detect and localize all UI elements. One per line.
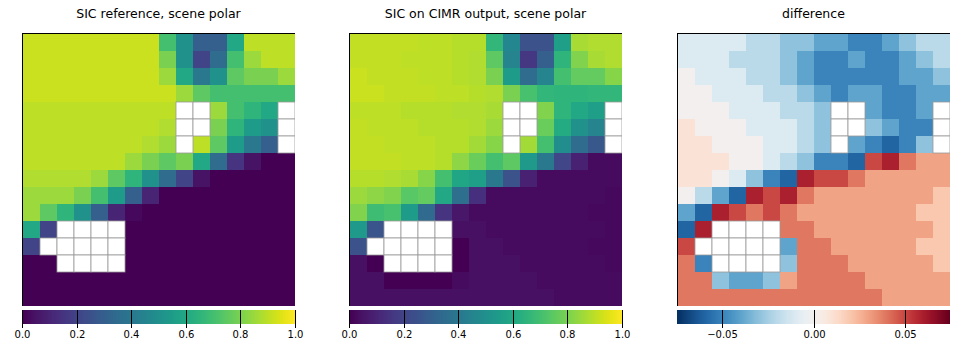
svg-text:0.05: 0.05 — [894, 329, 916, 340]
svg-text:0.0: 0.0 — [342, 329, 358, 340]
svg-text:1.0: 1.0 — [615, 329, 631, 340]
svg-text:0.00: 0.00 — [803, 329, 825, 340]
svg-text:0.8: 0.8 — [560, 329, 576, 340]
svg-text:0.2: 0.2 — [397, 329, 413, 340]
svg-text:0.4: 0.4 — [451, 329, 467, 340]
svg-text:0.6: 0.6 — [179, 329, 195, 340]
html-text:SIC reference, scene polar: SIC reference, scene polar — [76, 6, 241, 21]
svg-text:−0.05: −0.05 — [707, 329, 738, 340]
svg-text:1.0: 1.0 — [288, 329, 304, 340]
svg-text:0.8: 0.8 — [233, 329, 249, 340]
svg-text:0.4: 0.4 — [124, 329, 140, 340]
svg-text:0.6: 0.6 — [506, 329, 522, 340]
html-text:SIC on CIMR output, scene pola: SIC on CIMR output, scene polar — [384, 6, 587, 21]
svg-text:0.0: 0.0 — [15, 329, 31, 340]
svg-text:0.2: 0.2 — [70, 329, 86, 340]
html-text:difference: difference — [782, 6, 845, 21]
